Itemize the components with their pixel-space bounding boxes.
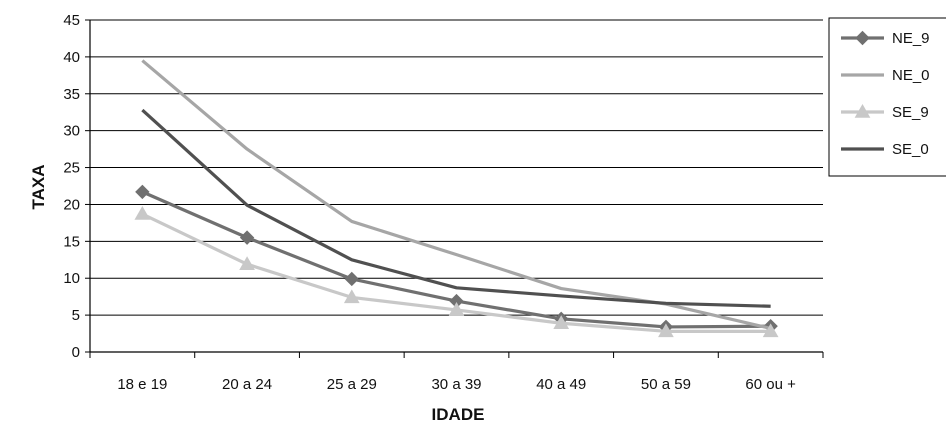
data-point [239,230,255,245]
legend-label: SE_9 [892,104,929,121]
data-point [762,323,779,338]
legend-label: SE_0 [892,141,929,158]
x-tick-label: 30 a 39 [431,376,481,393]
x-tick-label: 20 a 24 [222,376,272,393]
data-point [239,256,255,270]
legend-item: SE_9 [841,103,929,121]
y-axis-ticks: 0 5 10 15 20 25 30 35 40 45 [63,12,90,361]
data-point [343,289,360,304]
y-tick-label: 25 [63,160,80,177]
data-point [553,315,570,329]
y-tick-label: 15 [63,233,80,250]
legend: NE_9 NE_0 SE_9 SE_0 [828,17,946,177]
data-point [448,301,465,316]
series-line [141,108,771,308]
legend-item: SE_0 [841,141,929,158]
x-tick-label: 60 ou + [745,376,796,393]
y-tick-label: 30 [63,123,80,140]
gridlines [90,19,823,316]
data-point [344,271,359,287]
x-tick-label: 40 a 49 [536,376,586,393]
y-tick-label: 0 [72,344,80,361]
series-group [134,59,779,338]
x-axis-title: IDADE [432,405,485,424]
legend-marker [855,30,870,46]
series-se-0 [141,108,771,308]
x-axis-ticks: 18 e 19 20 a 24 25 a 29 30 a 39 40 a 49 50 a … [89,352,824,393]
legend-label: NE_9 [892,30,930,47]
y-axis-title: TAXA [29,164,48,209]
y-tick-label: 10 [63,270,80,287]
data-point [134,206,151,220]
legend-label: NE_0 [892,67,930,84]
x-tick-label: 25 a 29 [327,376,377,393]
y-tick-label: 35 [63,86,80,103]
x-tick-label: 18 e 19 [117,376,167,393]
y-tick-label: 40 [63,49,80,66]
y-tick-label: 45 [63,12,80,29]
legend-item: NE_9 [841,30,930,47]
series-se-9 [134,206,779,338]
y-tick-label: 20 [63,196,80,213]
data-point [135,184,150,200]
data-point [658,323,674,338]
x-tick-label: 50 a 59 [641,376,691,393]
legend-marker [854,103,871,118]
y-tick-label: 5 [72,307,80,324]
legend-item: NE_0 [841,67,930,84]
